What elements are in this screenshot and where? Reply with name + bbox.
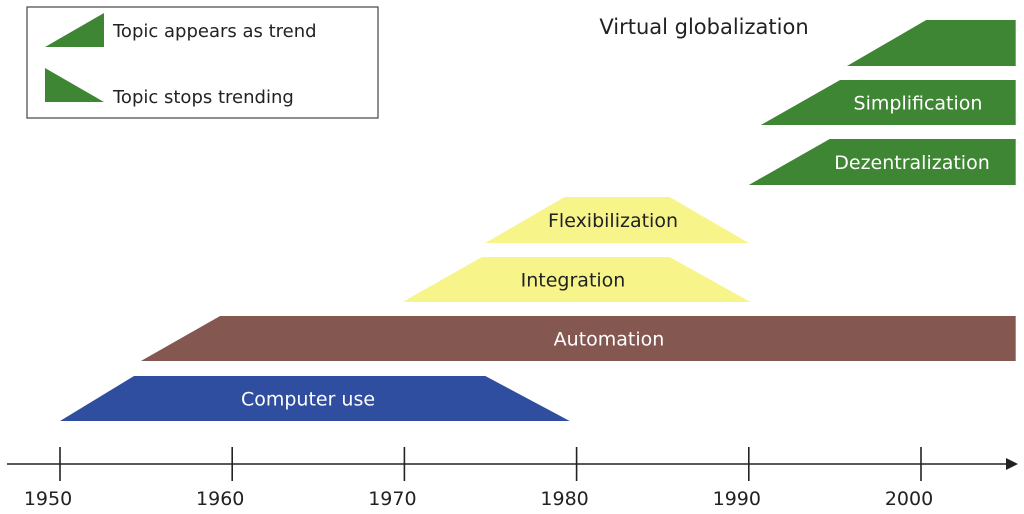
trend-label-automation: Automation (554, 329, 665, 351)
tick-label-1950: 1950 (24, 488, 72, 510)
legend-stops-label: Topic stops trending (112, 87, 294, 108)
trend-label-computer-use: Computer use (241, 389, 375, 411)
tick-label-1990: 1990 (713, 488, 761, 510)
tick-label-1960: 1960 (196, 488, 244, 510)
trend-band-virtual-globalization (847, 20, 1016, 66)
axis-arrowhead (1006, 458, 1018, 470)
trend-label-virtual-globalization: Virtual globalization (599, 15, 808, 39)
legend-appears-label: Topic appears as trend (112, 21, 317, 42)
trend-band-integration (402, 257, 751, 302)
trend-label-dezentralization: Dezentralization (834, 152, 990, 174)
trend-band-dezentralization (748, 139, 1016, 185)
trend-band-simplification (760, 80, 1016, 125)
tick-label-2000: 2000 (885, 488, 933, 510)
legend-appears-swatch (45, 13, 104, 47)
tick-label-1970: 1970 (368, 488, 416, 510)
legend-stops-swatch (45, 68, 104, 102)
trend-band-automation (140, 316, 1016, 361)
trend-bands: Computer use Automation Integration Flexibi… (60, 15, 1016, 421)
trend-band-flexibilization (485, 197, 749, 243)
legend: Topic appears as trend Topic stops trend… (26, 6, 379, 119)
trend-band-computer-use (60, 376, 570, 421)
trend-label-flexibilization: Flexibilization (548, 210, 678, 232)
trend-label-simplification: Simplification (854, 93, 983, 115)
tick-label-1980: 1980 (540, 488, 588, 510)
trend-label-integration: Integration (521, 270, 626, 292)
time-axis: 1950 1960 1970 1980 1990 2000 (7, 447, 1018, 510)
